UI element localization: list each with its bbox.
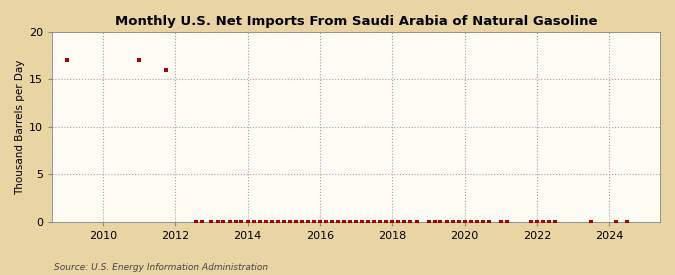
Point [399,219,410,224]
Point [197,219,208,224]
Point [339,219,350,224]
Point [405,219,416,224]
Text: Source: U.S. Energy Information Administration: Source: U.S. Energy Information Administ… [54,263,268,272]
Point [471,219,482,224]
Point [296,219,307,224]
Point [134,58,144,63]
Point [483,219,494,224]
Point [206,219,217,224]
Point [375,219,386,224]
Point [272,219,283,224]
Point [267,219,277,224]
Point [261,219,271,224]
Point [622,219,633,224]
Point [459,219,470,224]
Point [362,219,373,224]
Point [212,219,223,224]
Point [327,219,338,224]
Point [242,219,253,224]
Point [495,219,506,224]
Point [610,219,621,224]
Y-axis label: Thousand Barrels per Day: Thousand Barrels per Day [15,59,25,194]
Point [381,219,392,224]
Title: Monthly U.S. Net Imports From Saudi Arabia of Natural Gasoline: Monthly U.S. Net Imports From Saudi Arab… [115,15,597,28]
Point [345,219,356,224]
Point [357,219,368,224]
Point [411,219,422,224]
Point [549,219,560,224]
Point [278,219,289,224]
Point [333,219,344,224]
Point [218,219,229,224]
Point [224,219,235,224]
Point [302,219,313,224]
Point [387,219,398,224]
Point [61,58,72,63]
Point [351,219,362,224]
Point [543,219,554,224]
Point [441,219,452,224]
Point [308,219,319,224]
Point [161,68,171,72]
Point [538,219,549,224]
Point [315,219,325,224]
Point [321,219,331,224]
Point [532,219,543,224]
Point [369,219,379,224]
Point [525,219,536,224]
Point [285,219,296,224]
Point [429,219,440,224]
Point [191,219,202,224]
Point [230,219,241,224]
Point [448,219,458,224]
Point [248,219,259,224]
Point [435,219,446,224]
Point [254,219,265,224]
Point [477,219,488,224]
Point [290,219,301,224]
Point [393,219,404,224]
Point [423,219,434,224]
Point [466,219,477,224]
Point [502,219,512,224]
Point [236,219,247,224]
Point [586,219,597,224]
Point [453,219,464,224]
